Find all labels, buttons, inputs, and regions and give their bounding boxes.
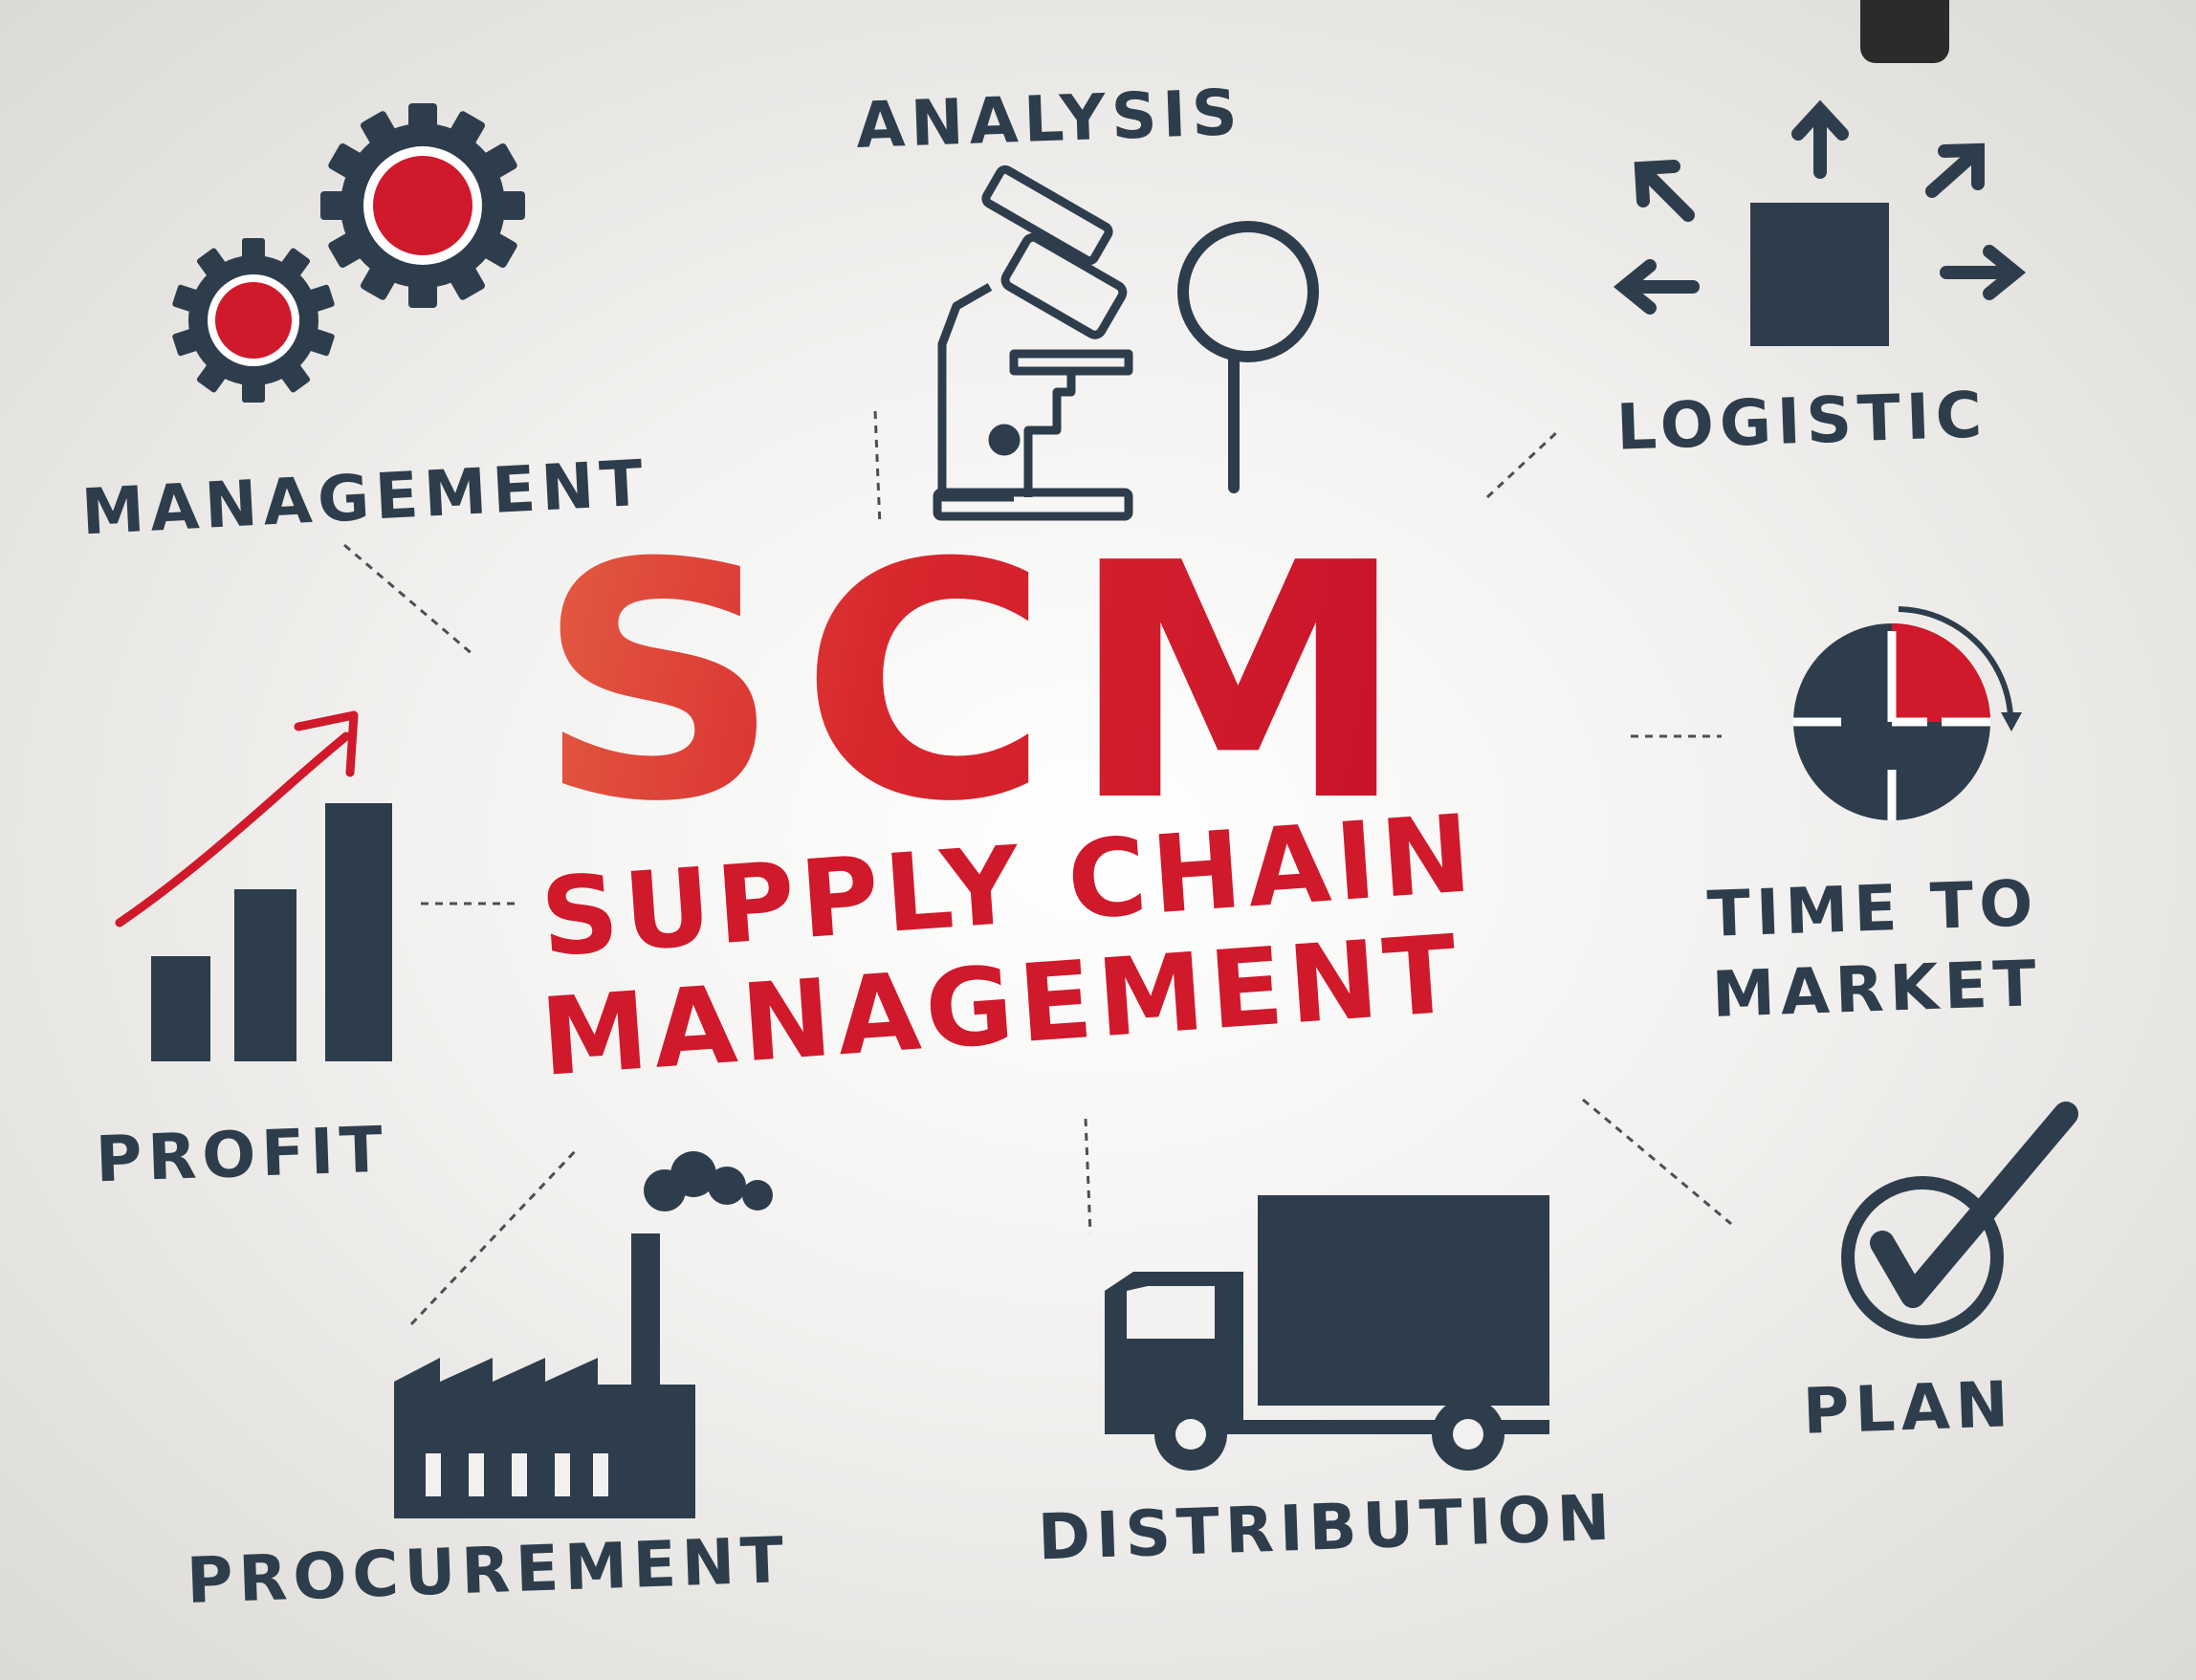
- label-time-to-market-line2: MARKET: [1710, 947, 2044, 1032]
- magnifier-icon: [1177, 221, 1319, 493]
- checkmark-icon: [1841, 1102, 2078, 1339]
- label-time-to-market-line1: TIME TO: [1705, 865, 2040, 952]
- label-analysis: ANALYSIS: [854, 75, 1244, 164]
- microscope-icon: [933, 164, 1133, 521]
- label-profit: PROFIT: [94, 1112, 390, 1197]
- truck-icon: [1105, 1195, 1549, 1471]
- gears-icon: [172, 103, 525, 403]
- scm-title: SCM: [536, 494, 1427, 873]
- bar-chart-growth-icon: [115, 710, 392, 1061]
- clock-icon: [1793, 606, 2022, 820]
- corner-tab: [1860, 0, 1949, 63]
- label-logistic: LOGISTIC: [1614, 378, 1989, 465]
- connector-lines: [343, 410, 1732, 1326]
- label-plan: PLAN: [1801, 1367, 2016, 1449]
- factory-icon: [394, 1151, 773, 1518]
- logistic-box-arrows-icon: [1613, 99, 2027, 346]
- label-distribution: DISTRIBUTION: [1036, 1480, 1617, 1575]
